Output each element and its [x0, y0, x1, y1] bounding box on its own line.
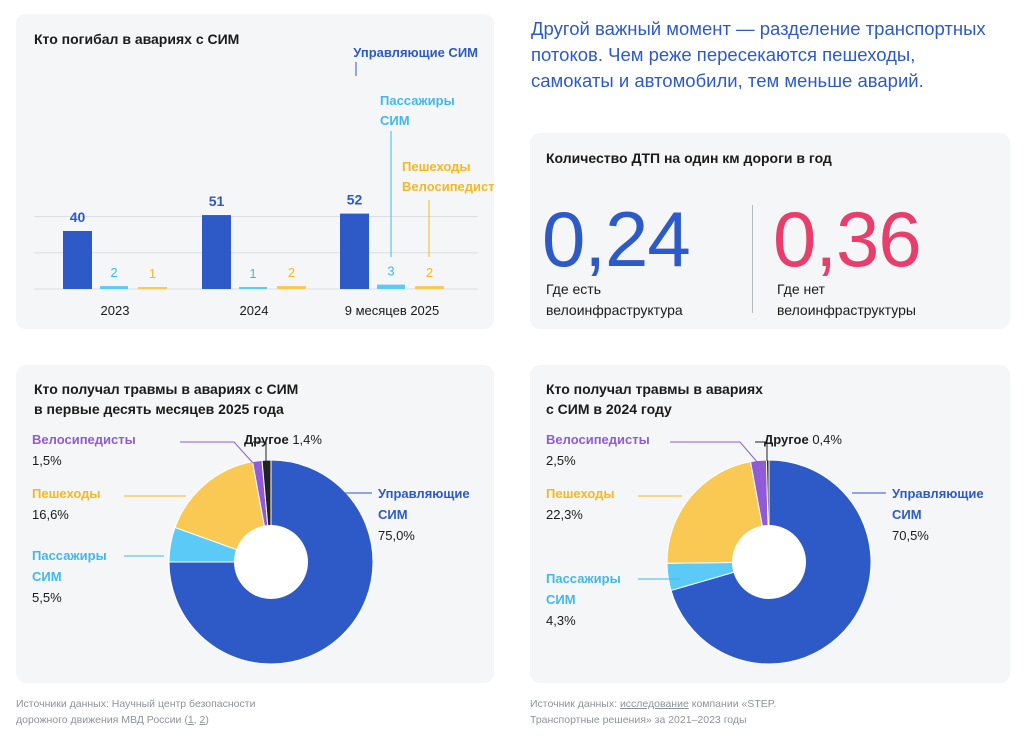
bar-value-label: 2 — [288, 265, 295, 280]
bar-пешеходы-2 — [415, 286, 444, 289]
x-tick-label: 2024 — [240, 303, 269, 318]
label-passengers-2024: Пассажиры СИМ 4,3% — [546, 571, 621, 628]
leader-other — [755, 441, 768, 461]
bar-value-label: 1 — [249, 266, 256, 281]
donut-2024-title: Кто получал травмы в авариях с СИМ в 202… — [546, 381, 763, 417]
stats-title: Количество ДТП на один км дороги в год — [546, 150, 832, 166]
stat-value-with-infra: 0,24 — [542, 195, 691, 283]
bar-value-label: 40 — [70, 209, 86, 225]
leader-cyclists — [670, 441, 759, 464]
bar-chart: 40 2 1 2023 51 1 2 2024 52 3 2 9 месяцев 2025 Управл… — [34, 45, 494, 318]
stat-caption-with-infra: Где есть велоинфраструктура — [546, 281, 683, 318]
legend-pedestrians-line2: Велосипедисты — [402, 179, 494, 194]
bar-пешеходы-0 — [138, 287, 167, 289]
stat-value-without-infra: 0,36 — [773, 195, 922, 283]
x-tick-label: 2023 — [101, 303, 130, 318]
slice-drivers — [168, 459, 374, 665]
donut-chart-2024 — [638, 441, 886, 665]
legend-passengers-line1: Пассажиры — [380, 93, 455, 108]
bar-пассажиры-0 — [100, 286, 128, 289]
label-drivers-2025: Управляющие СИМ 75,0% — [378, 486, 470, 543]
label-pedestrians-2025: Пешеходы 16,6% — [32, 486, 101, 522]
intro-text: Другой важный момент — разделение трансп… — [531, 18, 986, 91]
bar-value-label: 52 — [347, 192, 363, 208]
bar-управляющие-0 — [63, 231, 92, 289]
stats-card: Количество ДТП на один км дороги в год 0… — [530, 133, 1010, 329]
donut-hole — [234, 525, 308, 599]
bar-value-label: 1 — [149, 266, 156, 281]
source-link-1[interactable]: 1 — [187, 714, 194, 726]
label-drivers-2024: Управляющие СИМ 70,5% — [892, 486, 984, 543]
bar-пассажиры-2 — [377, 284, 405, 289]
source-link-research[interactable]: исследование — [619, 698, 689, 710]
donut-2025-title: Кто получал травмы в авариях с СИМ в пер… — [34, 381, 299, 417]
label-cyclists-2025: Велосипедисты 1,5% — [32, 432, 136, 468]
donut-2025-card: Кто получал травмы в авариях с СИМ в пер… — [16, 365, 494, 683]
label-cyclists-2024: Велосипедисты 2,5% — [546, 432, 650, 468]
bar-управляющие-1 — [202, 215, 231, 289]
donut-2024-card: Кто получал травмы в авариях с СИМ в 202… — [530, 365, 1010, 683]
bar-chart-title: Кто погибал в авариях с СИМ — [34, 31, 240, 47]
stat-caption-without-infra: Где нет велоинфраструктуры — [777, 281, 916, 318]
legend-passengers-line2: СИМ — [380, 113, 410, 128]
legend-drivers: Управляющие СИМ — [353, 45, 478, 60]
label-other-2024: Другое 0,4% — [764, 432, 842, 447]
source-link-2[interactable]: 2 — [199, 714, 206, 726]
bar-value-label: 3 — [387, 264, 394, 279]
bar-пассажиры-1 — [239, 287, 267, 289]
label-passengers-2025: Пассажиры СИМ 5,5% — [32, 548, 107, 605]
bar-value-label: 2 — [110, 265, 117, 280]
donut-chart-2025 — [124, 441, 374, 665]
bar-управляющие-2 — [340, 213, 369, 289]
sources-left: Источники данных: Научный центр безопасн… — [16, 698, 256, 726]
x-tick-label: 9 месяцев 2025 — [345, 303, 440, 318]
stats-divider — [752, 205, 753, 313]
leader-other — [253, 441, 267, 461]
leader-cyclists — [180, 441, 254, 464]
bar-chart-card: Кто погибал в авариях с СИМ 40 2 1 2023 51 1 2… — [16, 14, 494, 329]
bar-пешеходы-1 — [277, 286, 306, 289]
sources-right: Источник данных: исследование компании «… — [530, 698, 777, 726]
legend-pedestrians-line1: Пешеходы — [402, 159, 471, 174]
bar-value-label: 2 — [426, 265, 433, 280]
label-other-2025: Другое 1,4% — [244, 432, 322, 447]
bar-value-label: 51 — [209, 193, 225, 209]
label-pedestrians-2024: Пешеходы 22,3% — [546, 486, 615, 522]
donut-hole — [732, 525, 806, 599]
